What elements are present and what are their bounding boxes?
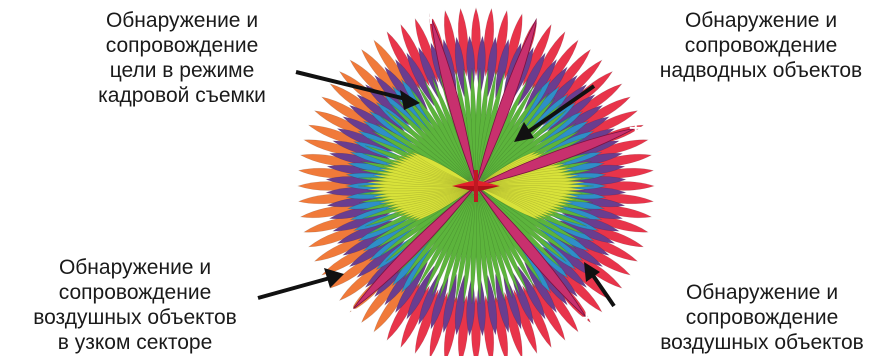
label-air-objects-narrow-sector: Обнаружение и сопровождение воздушных об…	[0, 255, 270, 355]
label-surface-objects: Обнаружение и сопровождение надводных об…	[628, 8, 894, 83]
label-line: цели в режиме	[109, 59, 255, 82]
label-line: сопровождение	[105, 34, 259, 57]
label-line: Обнаружение и	[684, 9, 838, 32]
pointer-arrows	[257, 70, 616, 308]
beam-tip-marker	[346, 303, 359, 316]
label-line: сопровождение	[684, 34, 838, 57]
label-line: надводных объектов	[659, 59, 863, 82]
label-line: Обнаружение и	[105, 9, 259, 32]
beam-tip-marker	[580, 311, 593, 324]
beam-tip-marker	[629, 121, 642, 134]
label-frame-capture-tracking: Обнаружение и сопровождение цели в режим…	[62, 8, 302, 108]
arrowhead-top-left	[400, 90, 420, 110]
label-line: сопровождение	[685, 306, 839, 329]
label-line: в узком секторе	[57, 331, 213, 354]
arrow-bottom-right	[590, 272, 616, 308]
purple-petal-ring	[325, 35, 627, 337]
arrow-bottom-left	[257, 276, 331, 300]
label-line: сопровождение	[58, 281, 212, 304]
yellow-petal	[411, 151, 473, 185]
arrowhead-top-right	[514, 122, 534, 142]
label-air-objects: Обнаружение и сопровождение воздушных об…	[630, 280, 894, 355]
narrow-beams	[346, 10, 642, 324]
beam-tip-marker	[531, 10, 544, 23]
label-line: воздушных объектов	[33, 306, 237, 329]
arrow-top-right	[523, 84, 596, 136]
beam-tip-marker	[424, 11, 437, 24]
arrowhead-bottom-right	[584, 262, 600, 282]
aircraft-center-icon	[452, 170, 500, 202]
arrowhead-bottom-left	[324, 268, 344, 288]
yellow-petal	[479, 187, 541, 221]
label-line: воздушных объектов	[660, 331, 864, 354]
label-line: кадровой съемки	[98, 84, 266, 107]
label-line: Обнаружение и	[685, 281, 839, 304]
label-line: Обнаружение и	[58, 256, 212, 279]
arrow-top-left	[295, 70, 411, 102]
